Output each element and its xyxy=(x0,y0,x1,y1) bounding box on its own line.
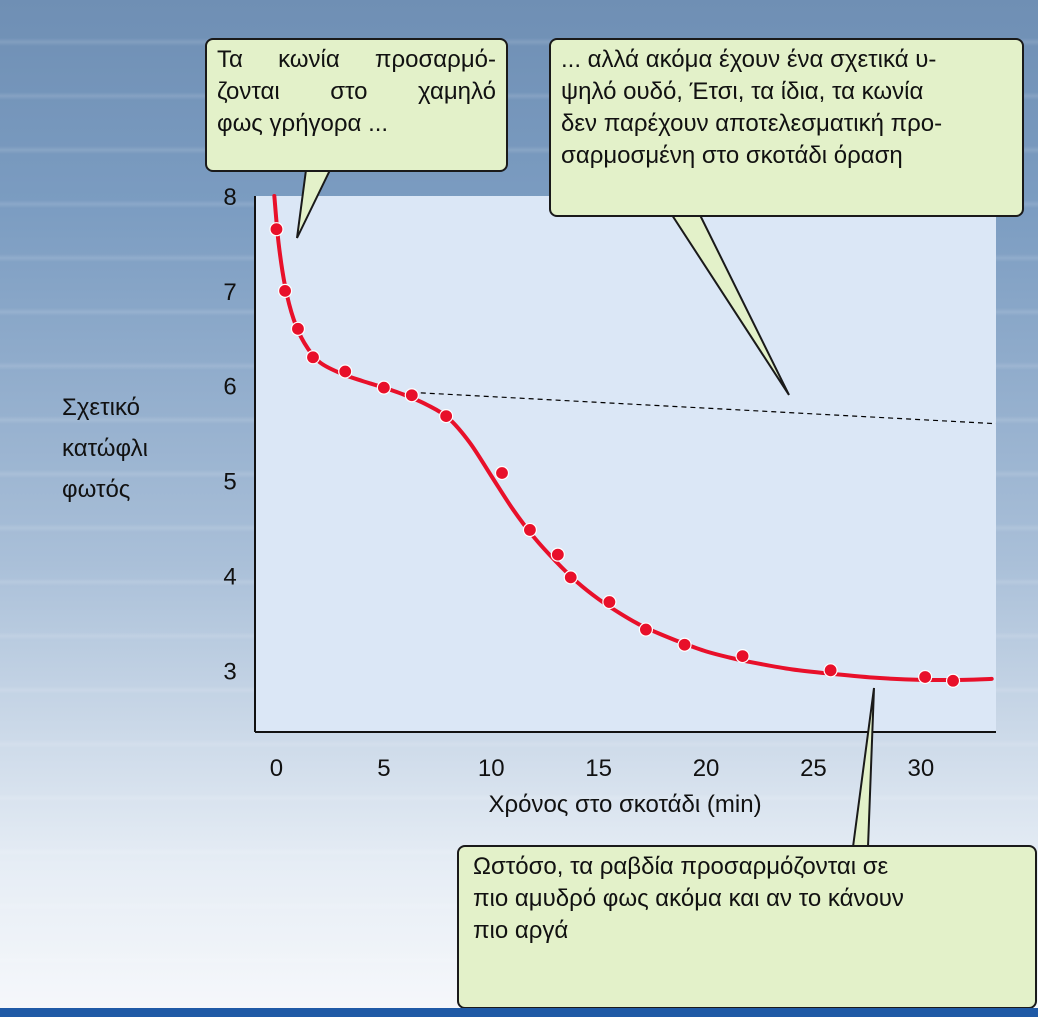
data-point xyxy=(550,547,565,562)
x-axis-label: Χρόνος στο σκοτάδι (min) xyxy=(488,791,761,818)
callout-line: σαρμοσμένη στο σκοτάδι όραση xyxy=(561,142,903,169)
callout-rods-adapt-dimmer: Ωστόσο, τα ραβδία προσαρμόζονται σε πιο … xyxy=(457,845,1037,1009)
x-tick-label: 20 xyxy=(693,755,720,782)
data-point xyxy=(494,465,510,481)
callout-pointers xyxy=(296,169,875,848)
data-point xyxy=(404,388,419,403)
x-tick-label: 5 xyxy=(377,755,390,782)
data-point xyxy=(918,669,933,685)
plot-area xyxy=(255,196,996,732)
callout-line: ... αλλά ακόμα έχουν ένα σχετικά υ- xyxy=(561,46,937,73)
callout-line: πιο αργά xyxy=(473,917,569,944)
data-point xyxy=(338,364,353,379)
callout-line: Τα κωνία προσαρμό- xyxy=(217,46,496,73)
bottom-color-bar xyxy=(0,1008,1038,1017)
callout-line: δεν παρέχουν αποτελεσματική προ- xyxy=(561,110,943,137)
callout-line: ζονται στο χαμηλό xyxy=(217,78,496,105)
data-point xyxy=(563,570,578,585)
data-point xyxy=(376,380,391,395)
callout-line: φως γρήγορα ... xyxy=(217,110,389,137)
cone-threshold-dashed-line xyxy=(411,391,997,425)
data-point xyxy=(823,663,838,678)
tick-labels: 0 5 10 15 20 25 30 3 4 5 6 7 8 xyxy=(223,184,934,782)
data-point xyxy=(305,350,321,365)
x-tick-label: 25 xyxy=(800,755,827,782)
x-tick-label: 0 xyxy=(270,755,283,782)
data-point xyxy=(602,594,617,610)
data-point xyxy=(945,673,961,688)
y-tick-label: 4 xyxy=(223,563,236,590)
chart-marks xyxy=(269,194,997,688)
data-point xyxy=(290,321,306,336)
data-point xyxy=(522,522,538,538)
callout-line: ψηλό ουδό, Έτσι, τα ίδια, τα κωνία xyxy=(561,78,924,105)
x-tick-label: 30 xyxy=(907,755,934,782)
y-tick-label: 3 xyxy=(223,658,236,685)
y-axis-label-line-1: Σχετικό xyxy=(62,394,140,421)
x-tick-label: 15 xyxy=(585,755,612,782)
y-tick-label: 6 xyxy=(223,374,236,401)
y-tick-label: 5 xyxy=(223,469,236,496)
callout-line: Ωστόσο, τα ραβδία προσαρμόζονται σε xyxy=(473,853,889,880)
callout-line: πιο αμυδρό φως ακόμα και αν το κάνουν xyxy=(473,885,904,912)
data-point xyxy=(638,622,654,637)
y-tick-label: 7 xyxy=(223,279,236,306)
x-tick-label: 10 xyxy=(478,755,505,782)
dark-adaptation-curve xyxy=(272,194,994,683)
y-axis-label-line-3: φωτός xyxy=(62,476,131,503)
data-point xyxy=(439,408,454,424)
callout-cones-high-threshold: ... αλλά ακόμα έχουν ένα σχετικά υ- ψηλό… xyxy=(549,38,1024,217)
y-axis-label-line-2: κατώφλι xyxy=(62,435,148,462)
data-point xyxy=(269,222,284,237)
data-point xyxy=(277,283,293,298)
data-point xyxy=(735,649,750,664)
y-tick-label: 8 xyxy=(223,184,236,211)
data-point xyxy=(677,637,692,652)
callout-cones-adapt-fast: Τα κωνία προσαρμό- ζονται στο χαμηλό φως… xyxy=(205,38,508,172)
